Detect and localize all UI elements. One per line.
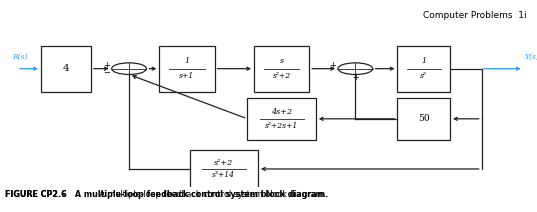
Text: +: +: [329, 61, 336, 70]
Text: Computer Problems  1i: Computer Problems 1i: [423, 11, 526, 20]
Text: +: +: [352, 73, 359, 82]
Text: s²+2: s²+2: [214, 159, 234, 167]
Text: 1: 1: [184, 57, 190, 65]
Bar: [159, 46, 215, 92]
Text: s²+2: s²+2: [273, 72, 291, 80]
Circle shape: [112, 63, 147, 74]
Bar: [397, 98, 450, 140]
Bar: [41, 46, 91, 92]
Text: s²+2s+1: s²+2s+1: [265, 121, 298, 130]
Text: 4: 4: [63, 64, 69, 73]
Bar: [190, 150, 258, 188]
Circle shape: [338, 63, 373, 74]
Text: 50: 50: [418, 114, 430, 123]
Text: FIGURE CP2.6: FIGURE CP2.6: [5, 190, 67, 199]
Text: A multiple-loop feedback control system block diagram.: A multiple-loop feedback control system …: [92, 190, 326, 199]
Text: −: −: [103, 68, 110, 77]
Text: s: s: [280, 57, 284, 65]
Text: Y(s): Y(s): [525, 53, 537, 61]
Text: +: +: [103, 61, 110, 70]
Text: R(s): R(s): [12, 53, 27, 61]
Text: s²: s²: [420, 72, 427, 80]
Bar: [397, 46, 450, 92]
Text: 4s+2: 4s+2: [271, 108, 292, 116]
Text: 1: 1: [421, 57, 426, 65]
Bar: [248, 98, 316, 140]
Bar: [254, 46, 309, 92]
Text: s³+14: s³+14: [212, 171, 235, 179]
Text: FIGURE CP2.6   A multiple-loop feedback control system block diagram.: FIGURE CP2.6 A multiple-loop feedback co…: [5, 190, 329, 199]
Text: s+1: s+1: [179, 72, 194, 80]
